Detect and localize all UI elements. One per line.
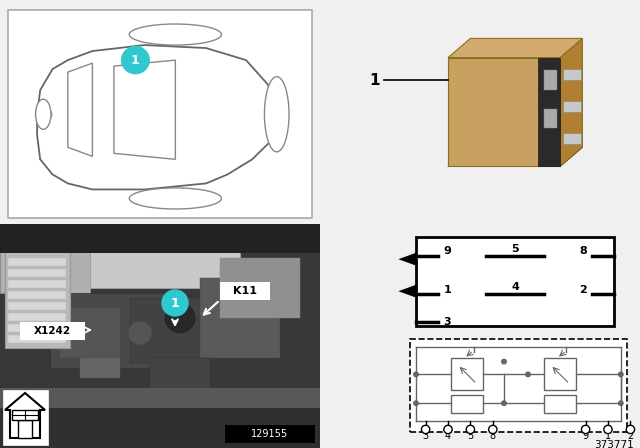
Polygon shape [538,58,560,166]
Bar [0,403,320,448]
Circle shape [444,425,452,434]
Circle shape [422,425,430,434]
Circle shape [618,372,623,377]
Bar [563,69,581,80]
Text: X1242: X1242 [33,326,70,336]
Bar [8,335,66,343]
Text: 1: 1 [131,54,140,67]
Text: 5: 5 [511,244,519,254]
Bar [20,322,85,340]
Ellipse shape [129,24,221,45]
Bar [150,358,210,388]
Polygon shape [68,63,92,156]
Text: 1: 1 [369,73,380,87]
Text: 9: 9 [582,431,589,441]
Bar [130,298,210,363]
Bar [8,324,66,332]
Text: 9: 9 [443,246,451,256]
Bar [0,224,320,253]
Text: 1: 1 [171,297,179,310]
Bar [220,258,300,318]
Text: 4: 4 [511,282,519,293]
Circle shape [626,425,634,434]
Bar [416,237,614,327]
Circle shape [526,372,530,377]
Circle shape [489,425,497,434]
Text: 8: 8 [579,246,588,256]
Polygon shape [37,45,283,190]
Circle shape [466,425,475,434]
Circle shape [618,401,623,405]
Bar [563,133,581,144]
Text: 3: 3 [422,431,429,441]
Circle shape [604,425,612,434]
Circle shape [162,290,188,316]
Bar [3,390,48,445]
Bar [80,358,120,378]
Polygon shape [398,253,416,266]
Text: 8: 8 [490,431,496,441]
Bar [50,293,170,368]
Text: 1: 1 [443,284,451,295]
Polygon shape [448,58,560,166]
Circle shape [414,372,419,377]
Text: 4: 4 [445,431,451,441]
Text: 3: 3 [443,317,451,327]
Bar [8,313,66,321]
Text: K11: K11 [233,286,257,296]
Bar [563,101,581,112]
Bar [451,395,483,413]
Bar [5,248,70,348]
Bar [8,302,66,310]
Bar [18,420,32,438]
Circle shape [414,401,419,405]
Text: 129155: 129155 [252,429,289,439]
Bar [200,278,280,358]
Bar [544,358,576,390]
Bar [60,308,120,358]
Bar [451,358,483,390]
Bar [225,425,315,443]
Text: 5: 5 [467,431,474,441]
Bar [220,282,270,300]
Bar [8,269,66,277]
Bar [8,291,66,299]
Ellipse shape [129,188,221,209]
Polygon shape [448,39,582,58]
Bar [544,109,557,128]
Circle shape [502,359,506,364]
Circle shape [41,109,52,120]
Bar [8,258,66,266]
Polygon shape [5,393,45,438]
Ellipse shape [36,99,51,129]
Text: 2: 2 [579,284,588,295]
Text: 373771: 373771 [594,440,634,448]
Bar [544,395,576,413]
Bar [12,410,38,420]
Circle shape [165,303,195,333]
Circle shape [502,401,506,405]
Polygon shape [448,147,582,166]
Bar [544,70,557,90]
Circle shape [128,321,152,345]
Text: 1: 1 [605,431,611,441]
Bar [80,248,240,288]
Bar [410,339,627,432]
Circle shape [122,47,149,73]
Polygon shape [398,285,416,297]
Ellipse shape [264,77,289,152]
Polygon shape [114,60,175,159]
Text: 2: 2 [627,431,634,441]
Bar [8,280,66,288]
Bar [0,243,90,293]
Circle shape [582,425,590,434]
Polygon shape [560,39,582,166]
Bar [0,388,320,408]
